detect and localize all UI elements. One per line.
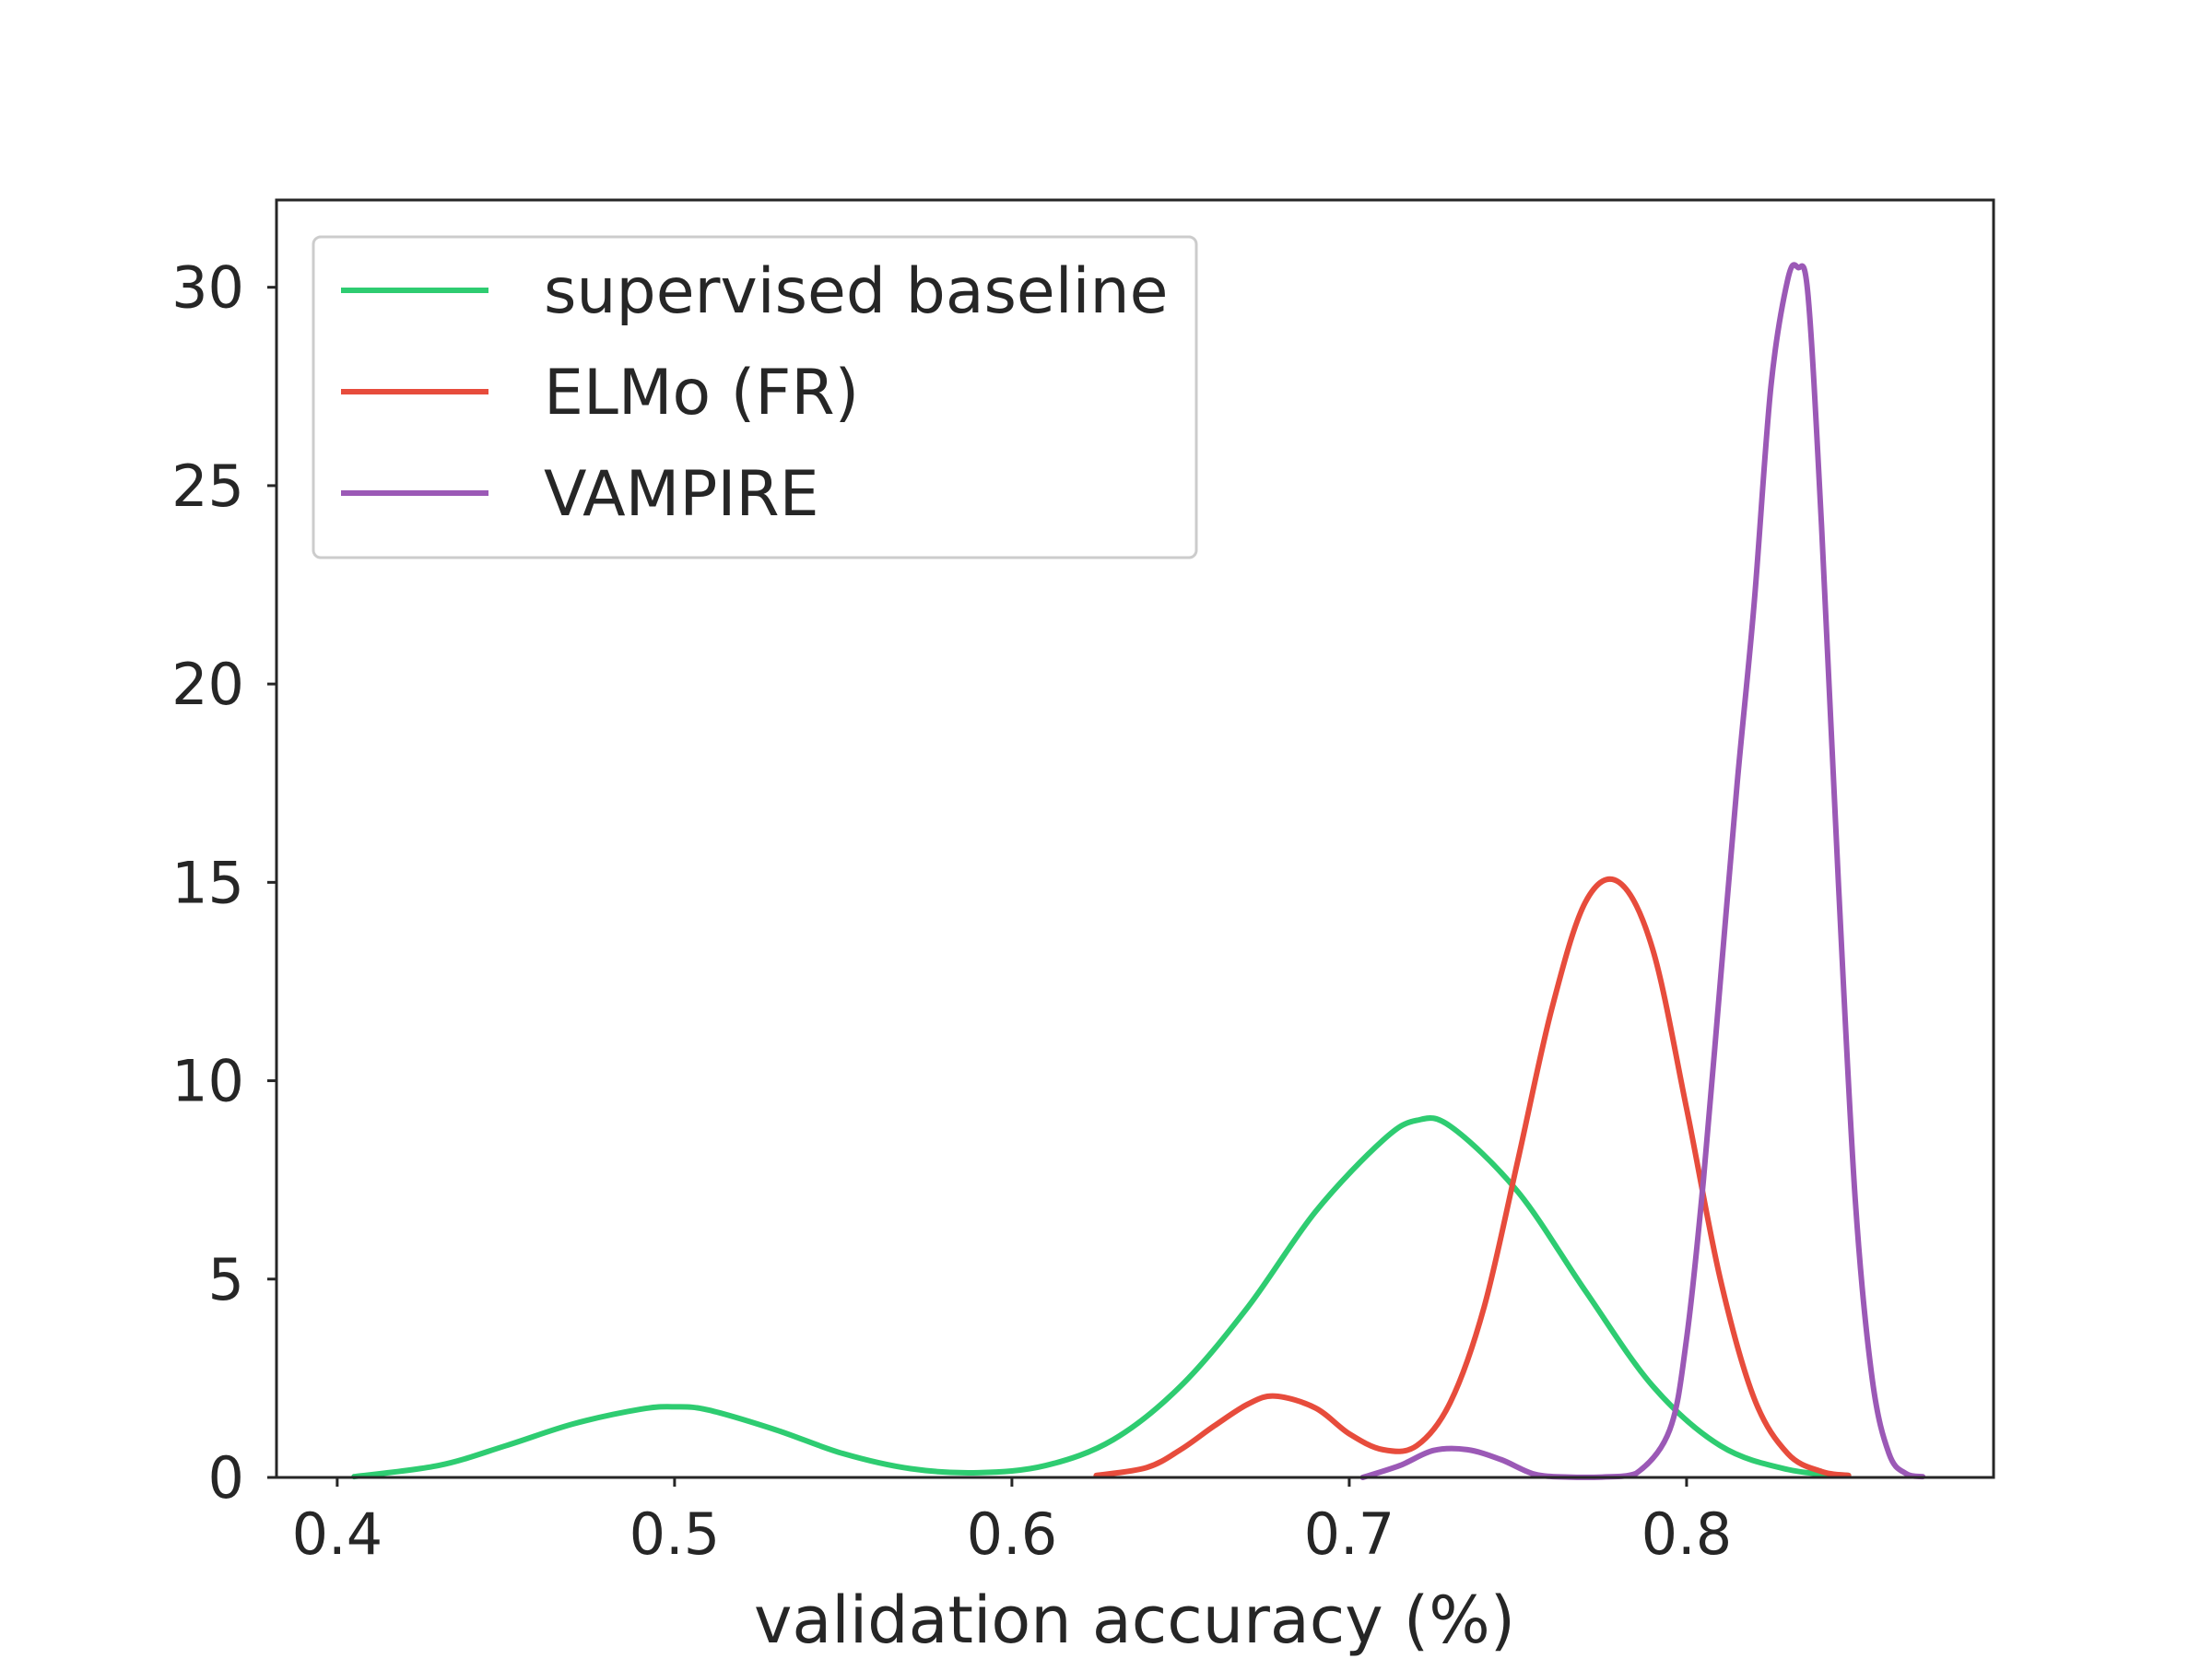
x-tick-label: 0.5: [629, 1500, 721, 1568]
y-axis-ticks: 0 5 10 15 20 25 30: [171, 254, 276, 1512]
legend: supervised baseline ELMo (FR) VAMPIRE: [312, 235, 1198, 559]
series-line-elmo-fr: [1093, 876, 1852, 1478]
y-tick-label: 30: [171, 254, 244, 322]
y-tick-label: 10: [171, 1048, 244, 1115]
legend-box: [312, 235, 1198, 559]
legend-label-supervised-baseline: supervised baseline: [544, 255, 1168, 328]
x-tick-label: 0.8: [1641, 1500, 1733, 1568]
x-tick-label: 0.6: [967, 1500, 1058, 1568]
legend-label-vampire: VAMPIRE: [544, 458, 819, 531]
series-line-supervised-baseline: [351, 1115, 1852, 1480]
plot-frame: [275, 198, 1995, 1479]
legend-label-elmo-fr: ELMo (FR): [544, 357, 859, 429]
x-axis-ticks: 0.4 0.5 0.6 0.7 0.8: [292, 1477, 1733, 1568]
x-tick-label: 0.4: [292, 1500, 383, 1568]
x-axis-label: validation accuracy (%): [754, 1583, 1515, 1658]
y-tick-label: 15: [171, 849, 244, 916]
x-tick-label: 0.7: [1304, 1500, 1395, 1568]
y-tick-label: 5: [208, 1246, 244, 1313]
y-tick-label: 0: [208, 1444, 244, 1512]
legend-items: supervised baseline ELMo (FR) VAMPIRE: [341, 255, 1168, 531]
y-tick-label: 20: [171, 651, 244, 718]
y-tick-label: 25: [171, 453, 244, 520]
